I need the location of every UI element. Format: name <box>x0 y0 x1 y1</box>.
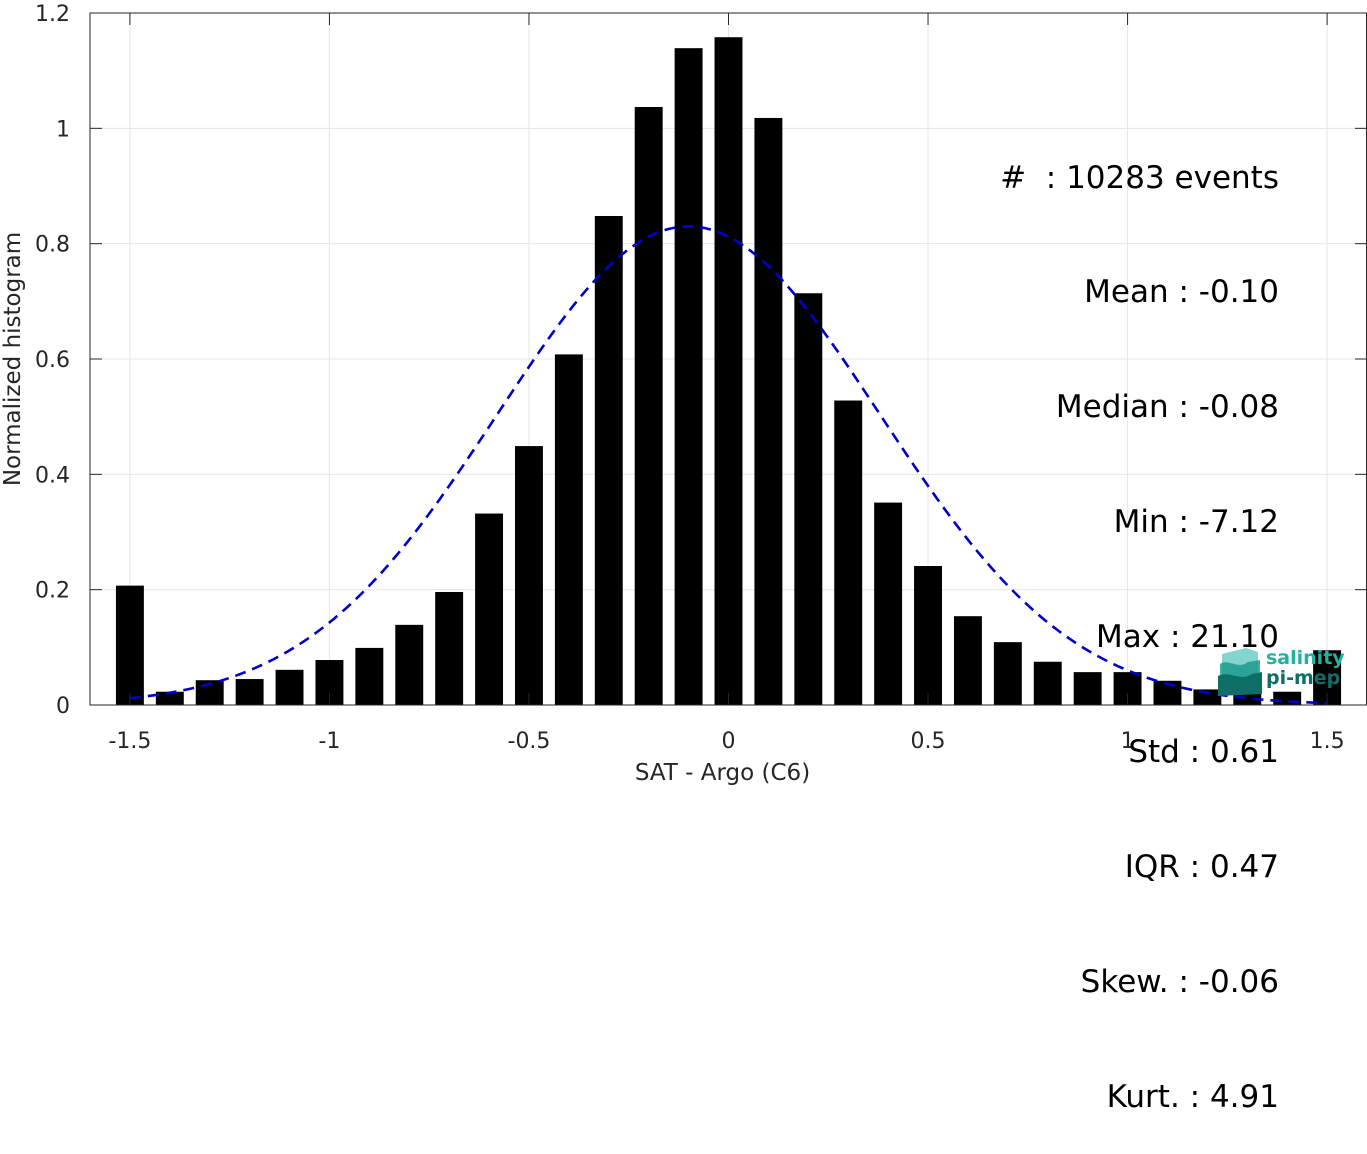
bar-1 <box>155 691 184 705</box>
bar-24 <box>1073 672 1102 705</box>
bar-18 <box>834 400 863 705</box>
x-tick-label-1: -1 <box>318 729 340 754</box>
y-tick-label-2: 0.4 <box>35 463 70 488</box>
bar-21 <box>953 616 982 705</box>
bar-4 <box>275 669 304 705</box>
salinity-pi-mep-logo: salinity pi-mep <box>1218 646 1348 696</box>
bars <box>115 37 1342 706</box>
bar-28 <box>1233 691 1262 705</box>
y-tick-label-3: 0.6 <box>35 348 70 373</box>
bar-22 <box>993 642 1022 705</box>
stat-iqr: IQR : 0.47 <box>1124 848 1279 885</box>
x-tick-label-2: -0.5 <box>508 729 551 754</box>
bar-20 <box>914 566 942 705</box>
wave-logo-icon <box>1218 648 1262 696</box>
y-tick-label-1: 0.2 <box>35 579 70 604</box>
stat-events: # : 10283 events <box>1000 159 1279 196</box>
bar-13 <box>634 106 663 706</box>
stat-kurt: Kurt. : 4.91 <box>1106 1078 1279 1115</box>
y-tick-label-5: 1 <box>56 117 70 142</box>
stat-mean: Mean : -0.10 <box>1084 274 1279 311</box>
bar-12 <box>594 215 623 705</box>
bar-27 <box>1193 689 1222 705</box>
x-tick-label-4: 0.5 <box>911 729 946 754</box>
stat-min: Min : -7.12 <box>1113 504 1279 541</box>
logo-line-1: salinity <box>1266 647 1345 669</box>
bar-9 <box>475 513 504 705</box>
bar-8 <box>435 591 464 705</box>
bar-3 <box>235 679 264 705</box>
stat-max: Max : 21.10 <box>1096 619 1279 656</box>
stat-std: Std : 0.61 <box>1128 734 1279 771</box>
bar-11 <box>554 354 583 705</box>
x-axis-label: SAT - Argo (C6) <box>635 760 810 786</box>
y-tick-label-6: 1.2 <box>35 2 70 27</box>
stat-skew: Skew. : -0.06 <box>1080 963 1279 1000</box>
bar-10 <box>515 446 543 705</box>
x-tick-labels: -1.5 -1 -0.5 0 0.5 1 1.5 <box>108 729 1344 754</box>
logo-line-2: pi-mep <box>1266 667 1341 689</box>
stat-median: Median : -0.08 <box>1055 389 1279 426</box>
x-tick-label-3: 0 <box>722 729 736 754</box>
logo-text: salinity pi-mep <box>1266 648 1345 688</box>
bar-7 <box>395 624 424 705</box>
gaussian-fit-curve <box>129 225 1328 705</box>
stats-annotation: # : 10283 events Mean : -0.10 Median : -… <box>1000 82 1279 1154</box>
y-tick-label-4: 0.8 <box>35 233 70 258</box>
x-tick-label-5: 1 <box>1121 729 1135 754</box>
y-axis-label: Normalized histogram <box>0 232 26 486</box>
histogram-chart: -1.5 -1 -0.5 0 0.5 1 1.5 0 0.2 0.4 0.6 0.8 1 1.2 SAT… <box>0 2 1367 786</box>
bar-19 <box>874 502 903 705</box>
ticks <box>90 12 1367 706</box>
bar-14 <box>674 48 703 706</box>
bar-16 <box>754 117 783 706</box>
y-tick-label-0: 0 <box>56 694 70 719</box>
bar-0 <box>115 585 144 705</box>
bar-17 <box>794 293 823 705</box>
x-tick-label-6: 1.5 <box>1310 729 1345 754</box>
bar-15 <box>714 37 743 706</box>
bar-6 <box>355 647 384 705</box>
bar-23 <box>1033 661 1062 705</box>
x-tick-label-0: -1.5 <box>108 729 151 754</box>
y-tick-labels: 0 0.2 0.4 0.6 0.8 1 1.2 <box>35 2 70 719</box>
